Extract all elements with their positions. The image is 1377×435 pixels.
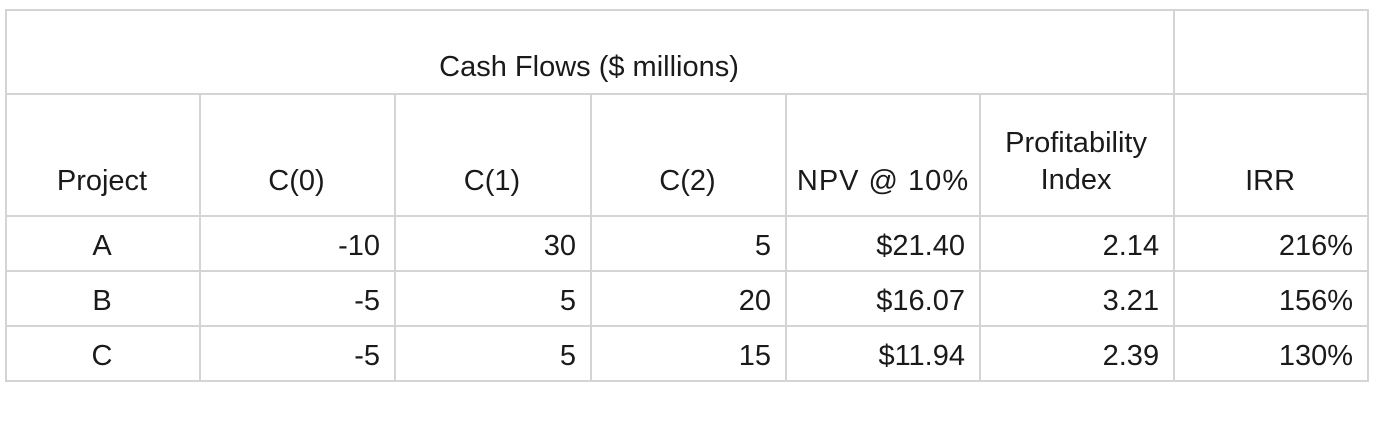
- empty-header-cell: [1173, 9, 1370, 95]
- table-row: C -5 5 15 $11.94 2.39 130%: [5, 325, 1370, 382]
- cell-irr: 130%: [1173, 325, 1370, 382]
- table-title: Cash Flows ($ millions): [4, 9, 1176, 95]
- cell-c2: 5: [590, 215, 787, 272]
- header-c1: C(1): [394, 93, 592, 217]
- table-title-row: Cash Flows ($ millions): [4, 9, 1370, 95]
- cell-irr: 156%: [1173, 270, 1370, 327]
- cell-npv: $11.94: [785, 325, 981, 382]
- cell-c1: 30: [394, 215, 592, 272]
- cell-c2: 20: [590, 270, 787, 327]
- header-irr: IRR: [1173, 93, 1370, 217]
- cell-project: A: [5, 215, 201, 272]
- cell-profitability-index: 2.14: [978, 215, 1176, 272]
- cell-npv: $16.07: [785, 270, 981, 327]
- cell-c1: 5: [394, 325, 592, 382]
- header-profitability-index: Profitability Index: [978, 93, 1176, 217]
- table-row: A -10 30 5 $21.40 2.14 216%: [5, 215, 1370, 272]
- cell-project: C: [5, 325, 201, 382]
- header-npv: NPV @ 10%: [785, 93, 981, 217]
- header-c0: C(0): [199, 93, 396, 217]
- cell-c1: 5: [394, 270, 592, 327]
- cell-c0: -5: [199, 325, 396, 382]
- cell-profitability-index: 2.39: [978, 325, 1176, 382]
- header-project: Project: [5, 93, 201, 217]
- cell-project: B: [5, 270, 201, 327]
- header-c2: C(2): [590, 93, 787, 217]
- cell-c2: 15: [590, 325, 787, 382]
- cell-irr: 216%: [1173, 215, 1370, 272]
- cell-c0: -5: [199, 270, 396, 327]
- table-header-row: Project C(0) C(1) C(2) NPV @ 10% Profita…: [5, 93, 1370, 217]
- cell-profitability-index: 3.21: [978, 270, 1176, 327]
- cash-flow-table: Cash Flows ($ millions) Project C(0) C(1…: [4, 9, 1370, 382]
- cell-npv: $21.40: [785, 215, 981, 272]
- cell-c0: -10: [199, 215, 396, 272]
- table-row: B -5 5 20 $16.07 3.21 156%: [5, 270, 1370, 327]
